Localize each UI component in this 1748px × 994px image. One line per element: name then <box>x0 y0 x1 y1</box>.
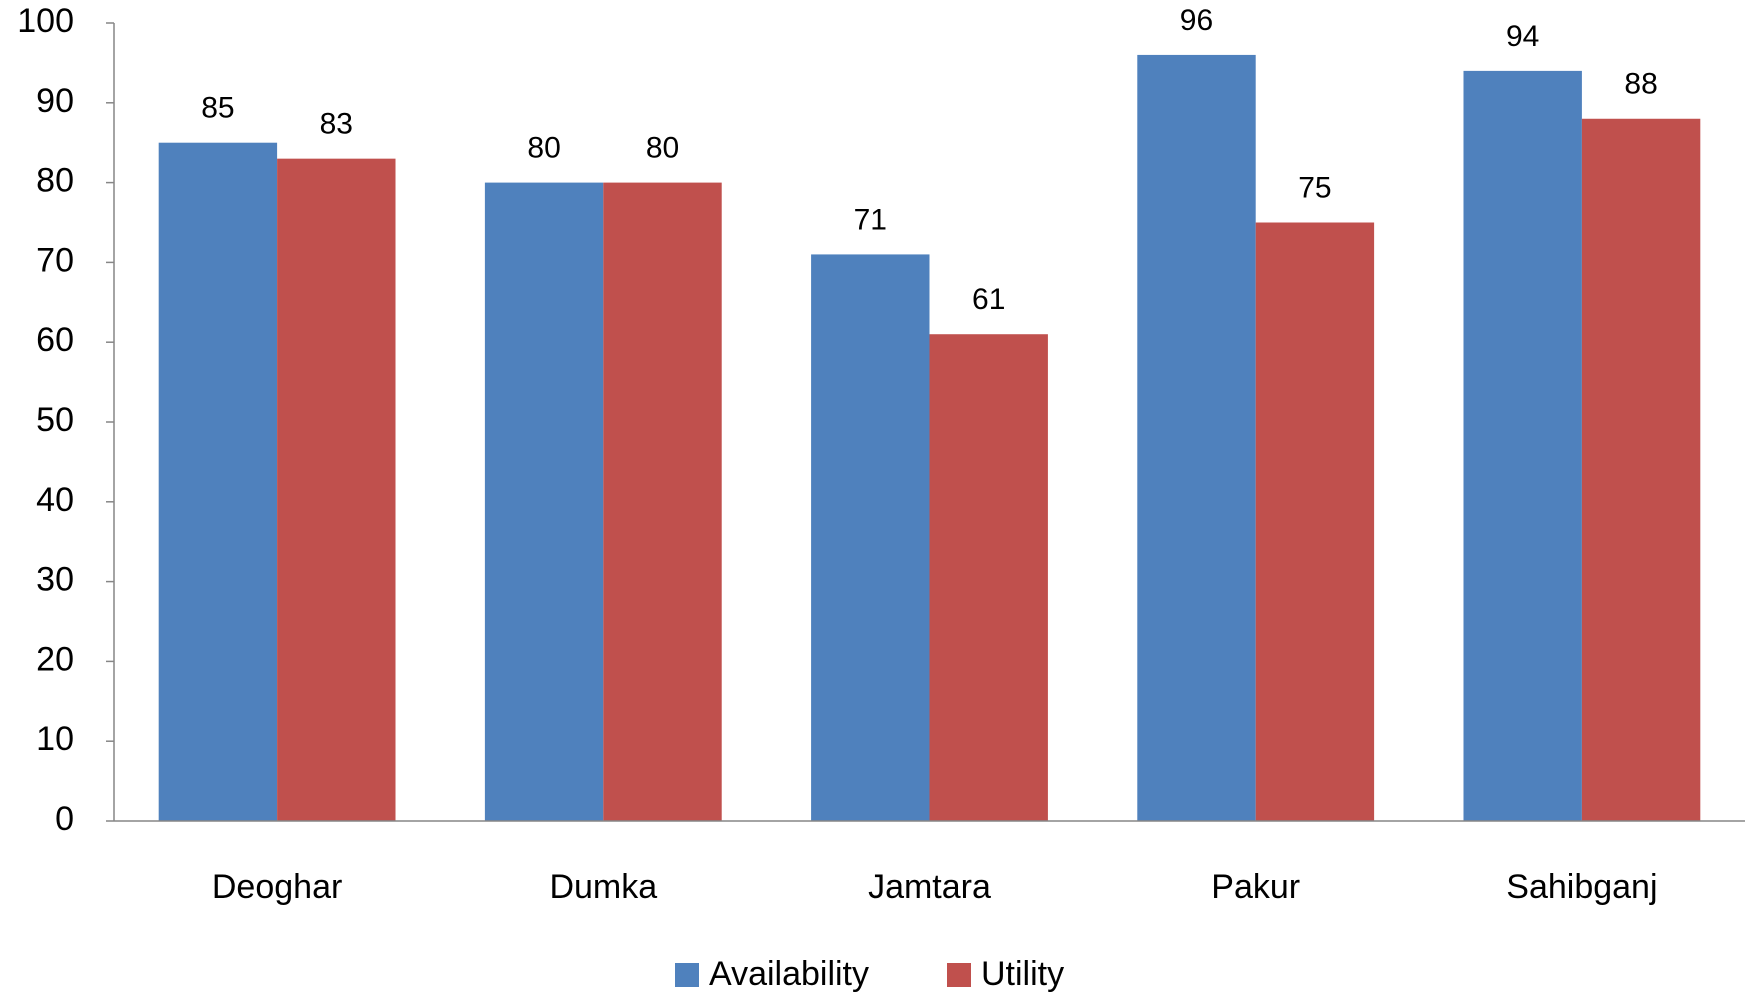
x-tick-label: Pakur <box>1211 868 1300 906</box>
bar <box>277 158 396 821</box>
data-label: 80 <box>527 132 560 165</box>
data-label: 94 <box>1506 20 1539 53</box>
legend-label: Availability <box>709 955 869 993</box>
x-tick-label: Deoghar <box>212 868 342 906</box>
bar <box>929 334 1048 821</box>
y-tick-label: 40 <box>36 481 74 519</box>
bar <box>811 254 930 822</box>
legend-swatch <box>675 963 699 987</box>
x-tick-label: Jamtara <box>868 868 991 906</box>
legend-swatch <box>947 963 971 987</box>
bar <box>1581 118 1701 821</box>
y-tick-label: 70 <box>36 241 74 279</box>
y-tick-label: 30 <box>36 561 74 599</box>
bar <box>158 142 278 821</box>
y-tick-label: 0 <box>55 800 74 838</box>
bar <box>484 182 604 822</box>
y-tick-label: 20 <box>36 640 74 678</box>
data-label: 71 <box>854 203 887 236</box>
x-tick-label: Dumka <box>549 868 657 906</box>
data-label: 88 <box>1624 68 1657 101</box>
data-label: 75 <box>1298 171 1331 204</box>
y-tick-label: 60 <box>36 321 74 359</box>
data-label: 85 <box>201 92 234 125</box>
data-label: 61 <box>972 283 1005 316</box>
data-label: 96 <box>1180 4 1213 37</box>
data-label: 80 <box>646 132 679 165</box>
y-tick-label: 90 <box>36 82 74 120</box>
legend-label: Utility <box>981 955 1064 993</box>
bar <box>1255 222 1375 821</box>
bar <box>603 182 722 822</box>
x-tick-label: Sahibganj <box>1506 868 1657 906</box>
y-tick-label: 80 <box>36 162 74 200</box>
y-tick-label: 10 <box>36 720 74 758</box>
data-label: 83 <box>320 108 353 141</box>
bar <box>1137 54 1256 822</box>
y-tick-label: 50 <box>36 401 74 439</box>
y-tick-label: 100 <box>17 2 74 40</box>
bar <box>1463 70 1582 821</box>
